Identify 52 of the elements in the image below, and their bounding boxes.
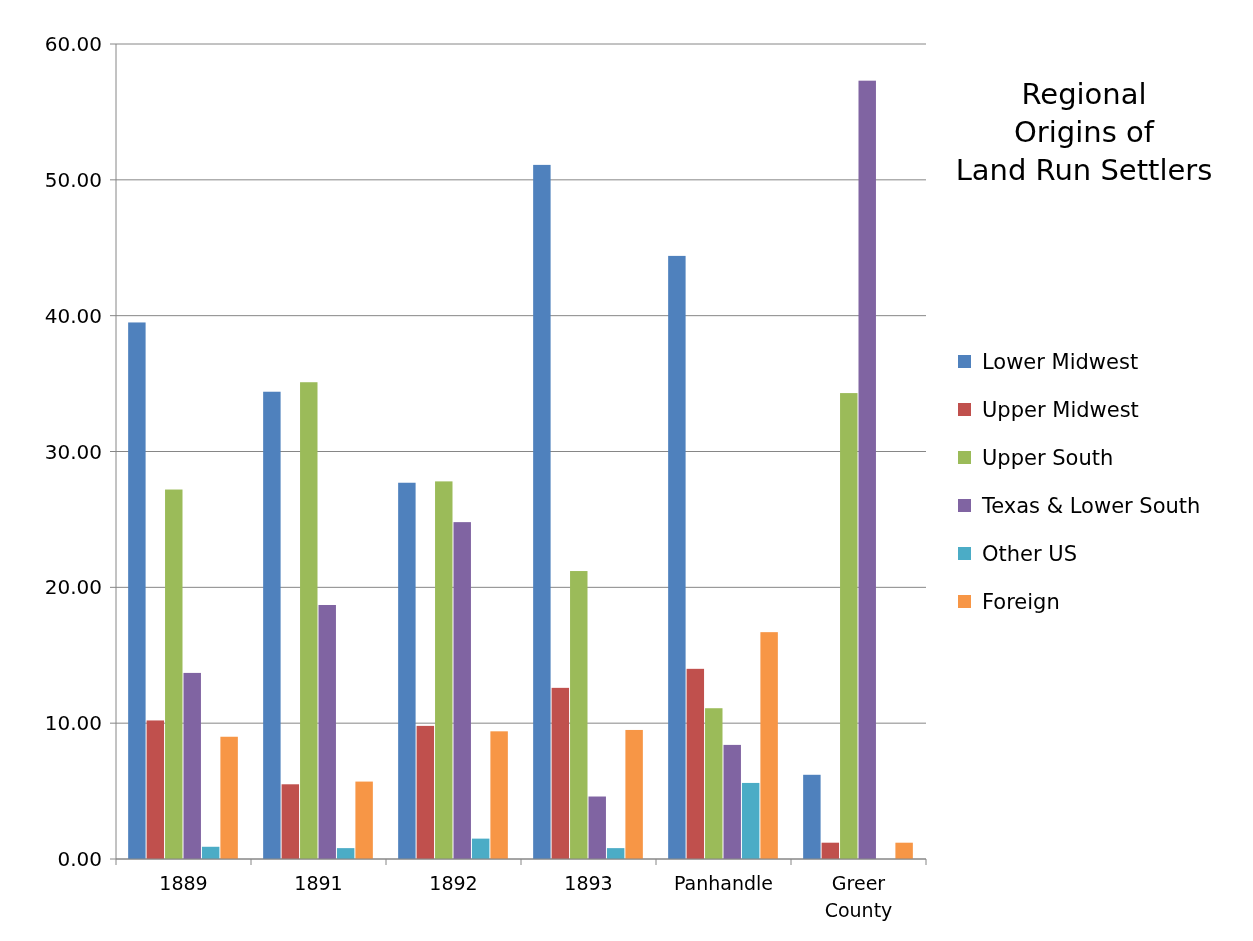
bar [760, 632, 778, 859]
legend-label: Texas & Lower South [981, 494, 1201, 519]
legend-label: Foreign [982, 590, 1060, 615]
bar [435, 481, 453, 859]
bar [821, 842, 840, 859]
legend-label: Upper South [982, 446, 1114, 471]
bar [165, 489, 183, 859]
bar [416, 725, 435, 859]
x-tick-label: 1893 [564, 872, 613, 894]
bar [668, 255, 686, 859]
bar [686, 668, 705, 859]
y-tick-label: 20.00 [44, 575, 102, 600]
bar [840, 393, 858, 859]
text: Regional Origins of Land Run Settlers [955, 77, 1213, 187]
bar [355, 781, 373, 859]
x-tick-label: 1892 [429, 872, 478, 894]
bar [705, 708, 723, 859]
bar [588, 796, 606, 859]
y-tick-label: 0.00 [57, 847, 102, 871]
bar [398, 482, 416, 859]
x-tick-label: 1889 [159, 872, 208, 894]
y-tick-label: 60.00 [44, 32, 102, 56]
bar [858, 80, 876, 859]
bar [300, 382, 318, 859]
x-tick-label: 1891 [294, 872, 343, 894]
x-tick-label: Greer County [824, 872, 893, 921]
bar [551, 687, 570, 859]
legend-label: Upper Midwest [982, 398, 1139, 423]
legend-label: Lower Midwest [982, 350, 1139, 375]
bar [625, 729, 643, 859]
bar [183, 672, 201, 859]
y-tick-label: 40.00 [44, 303, 102, 328]
bar [128, 322, 146, 859]
bar [471, 838, 490, 859]
legend-label: Other US [982, 542, 1078, 567]
bar [220, 736, 238, 859]
bar [533, 164, 551, 859]
bar [146, 720, 165, 859]
x-tick-label: Panhandle [673, 872, 774, 894]
y-tick-label: 10.00 [44, 711, 102, 736]
bar [741, 782, 760, 859]
bar [263, 391, 281, 859]
bar [281, 784, 300, 859]
y-tick-label: 30.00 [44, 439, 102, 464]
y-tick-label: 50.00 [44, 167, 102, 192]
bar [895, 842, 913, 859]
bar [453, 522, 471, 859]
bar [803, 774, 821, 859]
bar [570, 571, 588, 859]
bar [723, 744, 741, 859]
bar [490, 731, 508, 859]
bar [318, 604, 336, 859]
